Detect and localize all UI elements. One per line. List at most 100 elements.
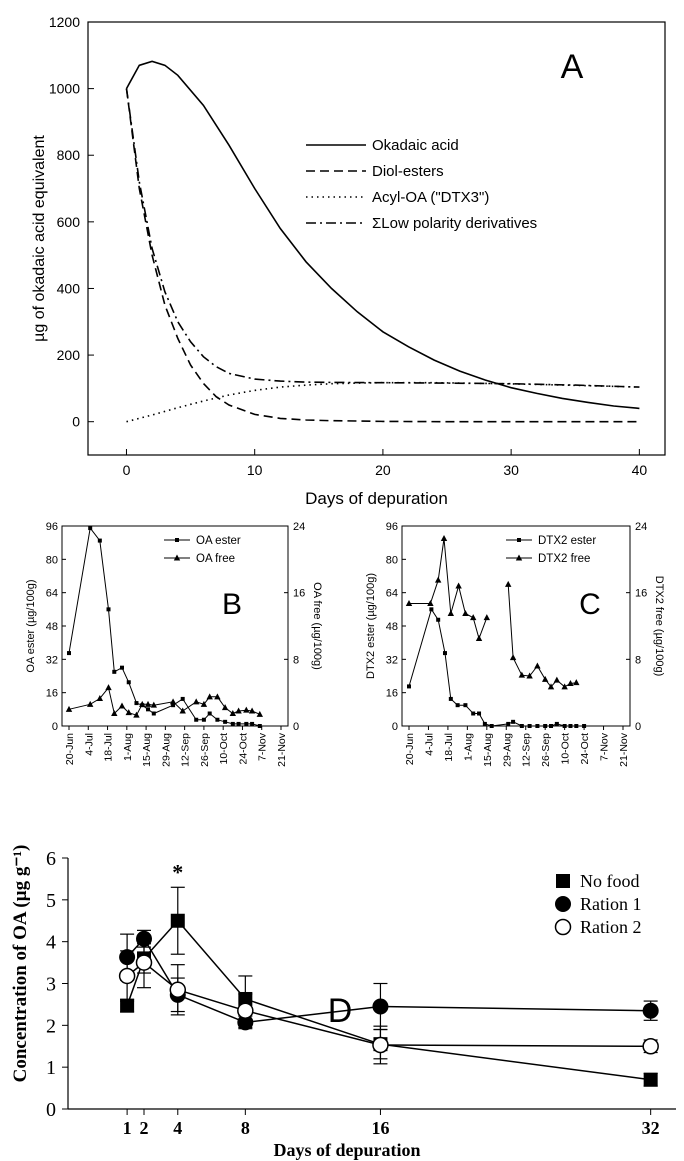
panel-a-xtick-label: 20 <box>375 462 391 478</box>
panel-c-point <box>407 684 411 689</box>
panel-b-point <box>206 693 213 700</box>
panel-c-ytick-label: 48 <box>386 621 398 633</box>
panel-c-xtick-label: 4-Jul <box>423 733 435 756</box>
panel-b-point <box>171 703 176 708</box>
panel-d-significance-annotation: * <box>172 859 183 884</box>
panel-a-xtick-label: 10 <box>247 462 263 478</box>
panel-b-point <box>111 710 118 716</box>
panel-b-point <box>151 711 156 716</box>
panel-b-point <box>215 717 220 722</box>
panel-c-point <box>582 724 587 728</box>
panel-c-point <box>463 703 468 708</box>
panel-b-point <box>257 724 262 728</box>
panel-d-point <box>372 1036 389 1054</box>
panel-b-point <box>96 695 104 701</box>
panel-c-point <box>405 600 413 606</box>
panel-a-frame <box>87 21 666 456</box>
panel-d-point <box>372 998 389 1015</box>
panel-c-y2tick-label: 0 <box>635 721 641 733</box>
panel-d-point <box>118 967 136 985</box>
panel-c-xtick-label: 18-Jul <box>443 733 455 762</box>
panel-c-legend-marker <box>515 554 523 561</box>
panel-b-xtick-label: 29-Aug <box>160 733 172 767</box>
panel-c-point <box>518 671 526 678</box>
panel-b-y2tick-label: 8 <box>293 654 299 666</box>
panel-d-legend-marker <box>555 896 571 912</box>
panel-c-point <box>436 617 441 622</box>
panel-d-legend-label: No food <box>580 871 640 891</box>
panel-c-frame <box>401 525 631 727</box>
panel-c-point <box>519 724 524 728</box>
panel-b-point <box>248 707 256 714</box>
panel-c-point <box>549 724 554 728</box>
panel-b-point <box>144 700 152 707</box>
panel-c-point <box>543 724 548 728</box>
panel-a-legend-label: Okadaic acid <box>372 137 459 154</box>
panel-c-point <box>509 654 517 661</box>
panel-d-point <box>643 1072 658 1087</box>
panel-d-ytick-label: 5 <box>46 890 56 912</box>
panel-b-point <box>256 710 263 717</box>
panel-c-point <box>505 580 512 587</box>
panel-c-point <box>483 614 491 621</box>
panel-d-xtick-label: 8 <box>241 1118 250 1138</box>
panel-c-point <box>429 607 434 612</box>
panel-b-ytick-label: 64 <box>46 588 58 600</box>
panel-b-point <box>88 526 93 531</box>
panel-b-series-line <box>68 686 260 716</box>
panel-d-ytick-label: 6 <box>46 848 56 870</box>
panel-c-series-line <box>409 538 488 641</box>
panel-b-point <box>243 706 250 713</box>
panel-b-xtick-label: 10-Oct <box>218 733 230 765</box>
panel-c-point <box>475 635 483 641</box>
panel-b-legend-marker <box>175 538 179 542</box>
panel-b-label: B <box>222 588 242 621</box>
panel-c-point <box>534 662 541 669</box>
panel-a-ytick-label: 1200 <box>49 14 80 30</box>
panel-d-ytick-label: 3 <box>46 974 56 996</box>
panel-a-label: A <box>561 48 584 86</box>
panel-d-legend-marker <box>556 874 570 888</box>
panel-d-point <box>237 1002 254 1019</box>
panel-b-y2tick-label: 16 <box>293 588 305 600</box>
panel-c-point <box>448 696 453 701</box>
panel-c-point <box>553 676 561 683</box>
panel-d-ytick-label: 2 <box>46 1015 56 1037</box>
panel-b-ytick-label: 0 <box>52 721 58 733</box>
panel-b-point <box>214 693 221 700</box>
panel-a-series-line <box>125 88 640 388</box>
panel-c-series-line <box>408 608 585 727</box>
panel-c-xtick-label: 24-Oct <box>579 733 591 765</box>
panel-b-point <box>126 680 131 685</box>
panel-b-ytick-label: 32 <box>46 654 58 666</box>
panel-c-legend-marker <box>517 538 521 542</box>
panel-b-point <box>200 700 208 707</box>
panel-c-point <box>535 724 540 728</box>
panel-c-point <box>434 576 442 583</box>
panel-c-xtick-label: 20-Jun <box>404 733 416 765</box>
panel-b-point <box>221 704 229 711</box>
panel-a-ytick-label: 400 <box>57 280 81 296</box>
panel-d-point <box>169 981 187 999</box>
panel-c-point <box>455 582 462 589</box>
panel-d-series-line <box>126 919 651 1081</box>
panel-d-ytick-label: 0 <box>46 1099 56 1121</box>
panel-b-point <box>112 669 117 674</box>
panel-c-y2tick-label: 24 <box>635 521 647 533</box>
panel-c-ytick-label: 16 <box>386 688 398 700</box>
panel-c-ytick-label: 96 <box>386 521 398 533</box>
panel-b-xtick-label: 7-Nov <box>257 732 269 761</box>
panel-d-xtick-label: 1 <box>123 1118 132 1138</box>
panel-d-series-line <box>126 937 651 1024</box>
panel-b-point <box>118 702 126 709</box>
panel-c-ytick-label: 80 <box>386 554 398 566</box>
panel-b-point <box>125 709 132 716</box>
panel-b-point <box>67 651 71 656</box>
panel-b-point <box>223 719 228 724</box>
panel-b-point <box>235 707 242 714</box>
panel-c-xtick-label: 7-Nov <box>599 732 611 761</box>
panel-b-y2tick-label: 0 <box>293 721 299 733</box>
panel-c-point <box>477 711 482 716</box>
panel-b-point <box>146 707 151 712</box>
